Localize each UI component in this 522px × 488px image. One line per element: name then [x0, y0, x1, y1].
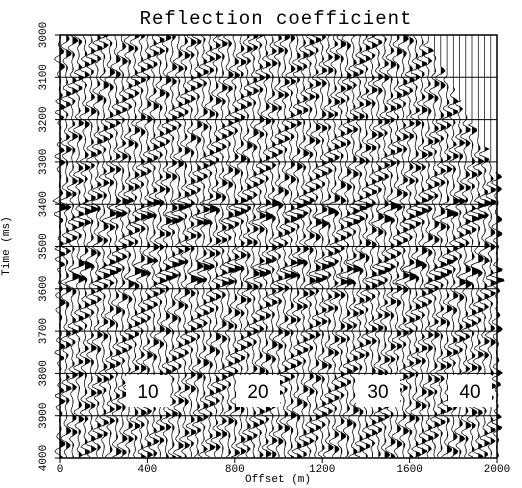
wiggle-fill — [103, 35, 111, 458]
y-tick-label: 4000 — [38, 445, 50, 471]
wiggle-fill — [453, 35, 462, 458]
axes: 3000 3100 3200 3300 3400 3500 3600 3700 3800 3900… — [38, 22, 510, 476]
annotation-box — [236, 375, 280, 407]
y-tick-label: 3300 — [38, 149, 50, 175]
y-tick-label: 3700 — [38, 318, 50, 344]
y-tick-label: 3000 — [38, 22, 50, 48]
x-tick-label: 1600 — [396, 464, 422, 476]
annotation-box — [356, 375, 400, 407]
chart-title: Reflection coefficient — [140, 8, 413, 30]
wiggle-fill — [97, 35, 103, 458]
x-tick-label: 0 — [57, 464, 64, 476]
wiggle-fill — [166, 35, 174, 458]
x-axis-label: Offset (m) — [245, 474, 311, 486]
y-tick-label: 3400 — [38, 191, 50, 217]
annotation-box — [448, 375, 492, 407]
x-tick-label: 1200 — [309, 464, 335, 476]
x-tick-label: 2000 — [484, 464, 510, 476]
wiggle-fill — [334, 35, 341, 458]
wiggle-fill — [184, 35, 192, 458]
annotation: 30 — [367, 382, 388, 403]
x-tick-label: 400 — [137, 464, 157, 476]
y-tick-label: 3800 — [38, 360, 50, 386]
annotation: 20 — [247, 382, 268, 403]
x-tick-label: 800 — [225, 464, 245, 476]
wiggle-fill — [297, 35, 305, 458]
wiggle-fill — [328, 35, 337, 458]
y-tick-label: 3900 — [38, 402, 50, 428]
wiggle-fill — [197, 35, 205, 458]
y-tick-label: 3600 — [38, 276, 50, 302]
y-tick-label: 3200 — [38, 106, 50, 132]
y-axis-label: Time (ms) — [1, 216, 13, 275]
wiggle-fill — [116, 35, 124, 458]
wiggle-fill — [447, 35, 456, 458]
wiggle-fill — [315, 35, 324, 458]
annotation: 40 — [459, 382, 480, 403]
annotation-box — [126, 375, 170, 407]
y-tick-label: 3100 — [38, 64, 50, 90]
annotation: 10 — [137, 382, 158, 403]
y-tick-label: 3500 — [38, 233, 50, 259]
wiggle-fill — [434, 35, 442, 458]
